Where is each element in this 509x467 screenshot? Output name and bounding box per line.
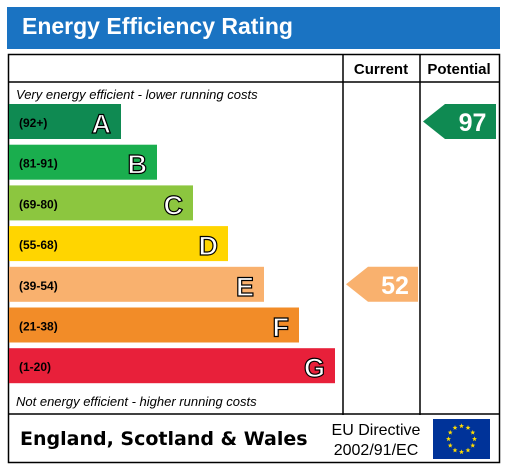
flag-star (459, 423, 464, 429)
current-rating-marker-arrow (346, 266, 418, 302)
rating-bands: (92+) A (81-91) B (69-80) C (55-68) D (39-54) E (2… (9, 104, 335, 384)
band-letter: C (164, 190, 184, 220)
flag-star (470, 442, 476, 448)
current-column-header: Current (354, 61, 408, 78)
band-letter: B (128, 150, 148, 180)
flag-star (452, 425, 458, 430)
chart-frame (7, 53, 501, 464)
chart-title: Energy Efficiency Rating (22, 13, 293, 39)
band-a: (92+) A (9, 104, 121, 140)
flag-star (465, 447, 471, 453)
flag-star (447, 442, 453, 448)
band-bar (9, 144, 157, 180)
band-e: (39-54) E (9, 266, 264, 302)
flag-star (447, 429, 453, 435)
band-g: (1-20) G (9, 348, 335, 384)
directive-line-2: 2002/91/EC (334, 442, 419, 459)
band-range-label: (39-54) (19, 279, 58, 293)
band-bar (9, 348, 335, 384)
band-range-label: (1-20) (19, 360, 51, 374)
footer-region: England, Scotland & Wales (20, 428, 308, 450)
flag-star (470, 429, 476, 435)
directive-line-1: EU Directive (332, 422, 421, 439)
band-letter: F (273, 313, 290, 343)
flag-star (452, 447, 458, 453)
band-range-label: (81-91) (19, 157, 58, 171)
eu-flag-icon (433, 419, 490, 459)
rating-markers: 52 97 (346, 104, 496, 302)
band-range-label: (69-80) (19, 197, 58, 211)
potential-rating-marker: 97 (423, 104, 496, 139)
band-range-label: (21-38) (19, 320, 58, 334)
chart-header: Energy Efficiency Rating (7, 7, 500, 49)
band-bar (9, 266, 264, 302)
current-rating-marker: 52 (346, 266, 418, 302)
potential-rating-marker-value: 97 (459, 109, 487, 137)
band-bar (9, 104, 121, 139)
flag-star (472, 436, 477, 442)
top-caption: Very energy efficient - lower running co… (16, 87, 258, 102)
band-bar (9, 185, 193, 221)
flag-star (465, 425, 471, 430)
band-d: (55-68) D (9, 226, 228, 262)
bottom-caption: Not energy efficient - higher running co… (16, 394, 257, 409)
band-b: (81-91) B (9, 144, 157, 180)
band-letter: A (92, 109, 112, 139)
potential-column-header: Potential (427, 61, 490, 78)
band-c: (69-80) C (9, 185, 193, 221)
band-letter: E (236, 272, 254, 302)
band-letter: D (199, 231, 219, 261)
band-range-label: (92+) (19, 116, 47, 130)
current-rating-marker-value: 52 (381, 272, 409, 300)
band-range-label: (55-68) (19, 238, 58, 252)
band-bar (9, 307, 299, 343)
band-f: (21-38) F (9, 307, 299, 343)
potential-rating-marker-arrow (423, 104, 496, 139)
band-letter: G (304, 353, 325, 383)
band-bar (9, 226, 228, 262)
flag-star (446, 436, 451, 442)
flag-star (459, 449, 464, 455)
